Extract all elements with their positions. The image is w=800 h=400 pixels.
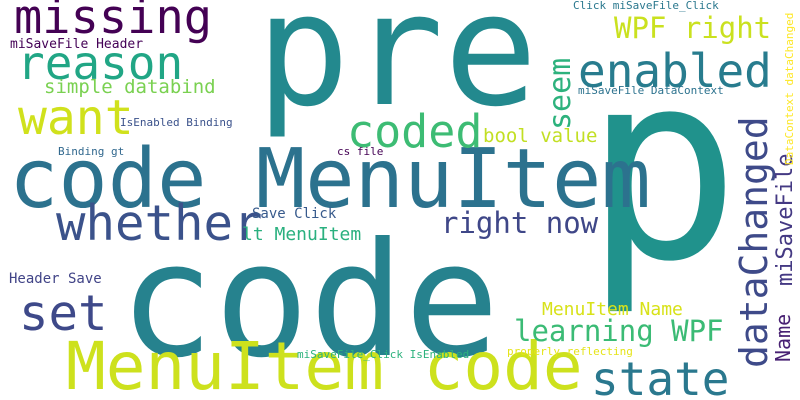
- word-seem: seem: [543, 57, 578, 130]
- word-pre: pre: [256, 0, 538, 141]
- word-enabled: enabled: [578, 44, 772, 98]
- word-menuitem-code: MenuItem code: [66, 328, 583, 400]
- word-whether: whether: [56, 195, 263, 252]
- word-code-menuitem: code MenuItem: [9, 132, 651, 227]
- word-code: code: [119, 209, 500, 393]
- word-properly-reflecting: properly reflecting: [507, 345, 633, 358]
- word-coded: coded: [347, 105, 483, 158]
- word-wpf-right: WPF right: [614, 11, 772, 45]
- word-missing: missing: [14, 0, 213, 45]
- word-isenabled-binding: IsEnabled Binding: [120, 116, 233, 129]
- word-menuitem-name: MenuItem Name: [542, 299, 683, 320]
- word-header-save: Header Save: [9, 271, 102, 287]
- word-name: Name: [771, 313, 795, 362]
- word-binding-gt: Binding gt: [58, 145, 125, 158]
- word-bool-value: bool value: [483, 125, 598, 147]
- word-save-click: Save Click: [252, 206, 337, 222]
- word-click-misavefile-click: Click miSaveFile_Click: [573, 0, 719, 12]
- word-cs-file: cs file: [337, 145, 384, 158]
- word-reason: reason: [17, 36, 184, 90]
- word-misavefile-header: miSaveFile Header: [10, 37, 144, 52]
- word-misavefile: miSaveFile: [773, 153, 798, 286]
- word-state: state: [591, 352, 730, 400]
- word-set: set: [19, 285, 108, 342]
- word-datacontext-datachanged: DataContext dataChanged: [783, 12, 796, 165]
- word-lt-menuitem: lt MenuItem: [242, 224, 362, 245]
- word-misavefile-click-isenabled: miSaveFile_Click IsEnabled: [297, 348, 470, 361]
- word-want: want: [18, 90, 134, 146]
- word-datachanged: dataChanged: [732, 116, 776, 368]
- word-misavefile-datacontext: miSaveFile DataContext: [578, 84, 724, 97]
- word-right-now: right now: [441, 206, 599, 240]
- word-learning-wpf: learning WPF: [514, 314, 724, 348]
- word-simple-databind: simple databind: [44, 76, 216, 98]
- word-p: p: [584, 17, 741, 319]
